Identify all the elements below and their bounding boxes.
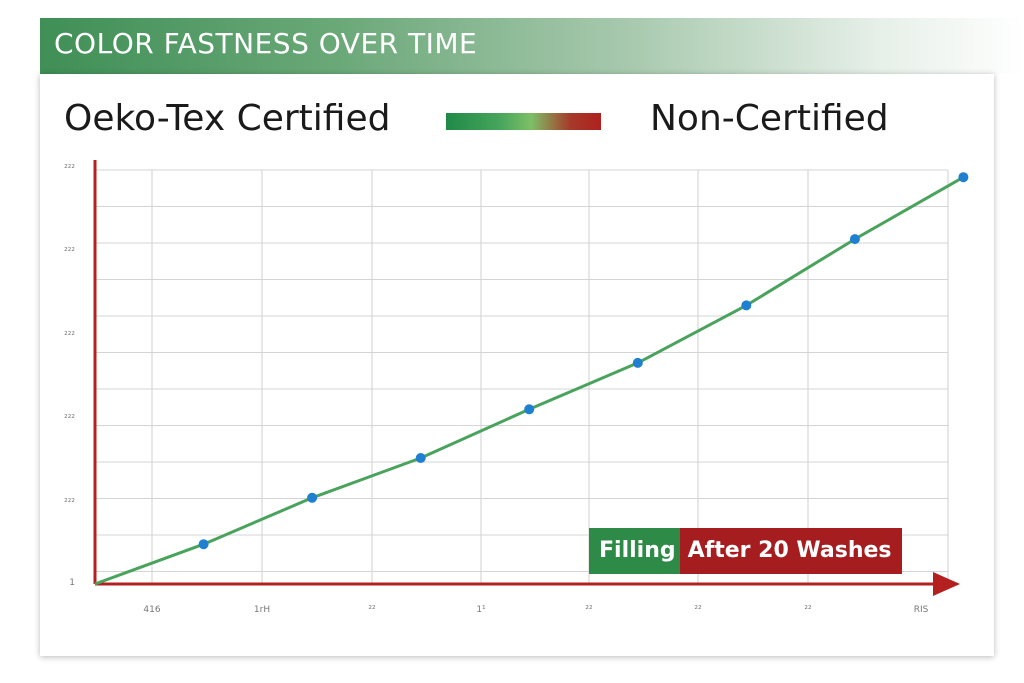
- data-point: [524, 404, 535, 415]
- data-point: [741, 300, 752, 311]
- badge-filling: Filling: [589, 528, 680, 574]
- data-point: [632, 357, 643, 368]
- axes: [93, 160, 960, 596]
- y-tick-label: ²²²: [64, 498, 75, 508]
- data-point: [198, 539, 209, 550]
- x-tick-label: ²²: [804, 605, 812, 615]
- data-point: [849, 234, 860, 245]
- x-tick-label: ²²: [368, 605, 376, 615]
- x-tick-label: ²²: [585, 605, 593, 615]
- x-tick-label: 1¹: [476, 605, 486, 615]
- x-tick-label: 416: [143, 605, 160, 615]
- data-point: [307, 492, 318, 503]
- data-point: [958, 172, 969, 183]
- y-tick-label: ²²²: [64, 247, 75, 257]
- x-tick-label: RIS: [914, 605, 929, 615]
- legend-gradient-swatch: [446, 113, 601, 130]
- chart-title: COLOR FASTNESS OVER TIME: [54, 27, 478, 60]
- x-tick-label: 1rH: [254, 605, 270, 615]
- y-tick-label: 1: [69, 578, 75, 588]
- y-tick-label: ²²²: [64, 414, 75, 424]
- x-tick-label: ²²: [694, 605, 702, 615]
- y-tick-label: ²²²: [64, 331, 75, 341]
- badge-after-washes: After 20 Washes: [679, 528, 902, 574]
- legend-label-certified: Oeko-Tex Certified: [64, 98, 391, 139]
- y-tick-label: ²²²: [64, 164, 75, 174]
- data-point: [415, 453, 426, 463]
- annotation-badge: Filling After 20 Washes: [589, 528, 902, 574]
- series-line: [94, 175, 965, 586]
- legend-label-non-certified: Non-Certified: [650, 98, 889, 139]
- header-bar: COLOR FASTNESS OVER TIME: [40, 18, 1024, 74]
- grid: [95, 169, 949, 584]
- series: [94, 172, 969, 586]
